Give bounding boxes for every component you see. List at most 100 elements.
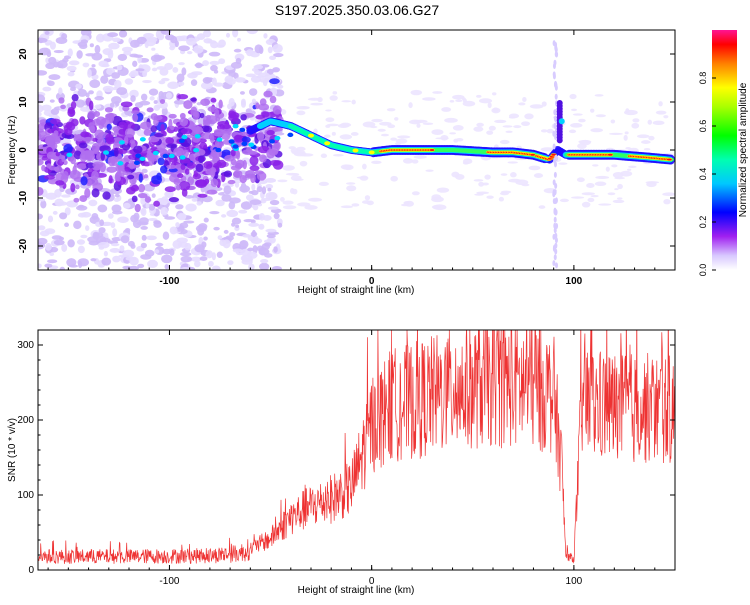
noise-speckle — [500, 190, 512, 194]
noise-speckle — [304, 205, 318, 210]
spectral-blob — [272, 105, 282, 115]
noise-speckle — [431, 129, 444, 135]
noise-speckle — [268, 192, 278, 200]
noise-speckle — [190, 256, 202, 262]
noise-speckle — [413, 119, 428, 123]
spectral-blob — [103, 150, 110, 155]
noise-speckle — [614, 188, 619, 191]
noise-speckle — [89, 43, 94, 48]
spectral-blob — [177, 94, 189, 100]
spectral-blob — [138, 173, 143, 183]
ridge-core — [666, 158, 672, 161]
noise-speckle — [216, 44, 225, 48]
noise-speckle — [94, 44, 101, 54]
noise-speckle — [38, 237, 48, 245]
spectral-blob — [203, 161, 213, 169]
noise-speckle — [39, 230, 50, 237]
noise-speckle — [478, 181, 485, 187]
noise-speckle — [612, 172, 624, 178]
noise-speckle — [112, 37, 121, 43]
noise-speckle — [342, 164, 354, 171]
noise-speckle — [628, 165, 637, 169]
noise-speckle — [164, 264, 169, 270]
noise-speckle — [369, 125, 378, 129]
noise-speckle — [102, 221, 113, 226]
spectral-blob — [241, 141, 248, 147]
noise-speckle — [325, 117, 335, 123]
noise-speckle — [652, 120, 665, 126]
colorbar-ticks: 0.0 0.2 0.4 0.6 0.8 — [698, 72, 716, 276]
noise-speckle — [269, 199, 280, 206]
spectral-blob — [60, 104, 66, 110]
snr-x-label: Height of straight line (km) — [298, 585, 415, 596]
noise-speckle — [226, 209, 239, 218]
x-tick-label: 0 — [369, 576, 375, 587]
noise-speckle — [101, 257, 112, 266]
noise-speckle — [170, 35, 178, 44]
noise-speckle — [70, 87, 76, 92]
noise-speckle — [64, 207, 71, 216]
noise-speckle — [75, 83, 82, 89]
noise-speckle — [155, 242, 164, 247]
noise-speckle — [325, 124, 331, 128]
spectral-blob — [216, 159, 227, 169]
spectral-blob — [199, 112, 205, 119]
noise-speckle — [122, 249, 135, 258]
noise-speckle — [88, 199, 98, 207]
noise-speckle — [59, 266, 65, 270]
noise-speckle — [292, 188, 298, 195]
spectral-blob — [224, 154, 235, 162]
noise-speckle — [449, 100, 455, 103]
noise-speckle — [411, 159, 419, 164]
noise-speckle — [608, 132, 623, 135]
noise-speckle — [276, 84, 284, 89]
spectral-blob — [269, 139, 276, 144]
noise-speckle — [265, 183, 274, 189]
noise-speckle — [123, 202, 131, 209]
noise-speckle — [76, 239, 86, 245]
spectral-blob — [183, 100, 193, 110]
spike-noise — [554, 237, 558, 244]
noise-speckle — [246, 30, 258, 35]
y-tick-label: 100 — [17, 490, 34, 501]
noise-speckle — [153, 220, 161, 225]
spectral-blob — [177, 173, 184, 179]
y-tick-label: 0 — [18, 147, 29, 153]
spectral-blob — [131, 110, 140, 115]
noise-speckle — [570, 123, 583, 128]
noise-speckle — [97, 204, 108, 213]
noise-speckle — [272, 67, 281, 73]
spike-noise — [552, 179, 556, 186]
spectral-blob — [169, 173, 179, 183]
spectral-blob — [249, 165, 260, 172]
noise-speckle — [250, 75, 262, 83]
noise-speckle — [140, 209, 146, 215]
spectral-blob — [176, 132, 184, 138]
noise-speckle — [196, 33, 206, 41]
noise-speckle — [590, 194, 599, 198]
noise-speckle — [285, 172, 299, 176]
noise-speckle — [568, 129, 577, 134]
y-tick-label: 0 — [28, 565, 34, 576]
noise-speckle — [320, 153, 328, 159]
noise-speckle — [499, 139, 510, 145]
spectral-blob — [186, 162, 196, 169]
spike-noise — [553, 81, 557, 88]
spectral-blob — [50, 118, 61, 125]
spectral-blob — [250, 173, 256, 184]
noise-speckle — [80, 234, 88, 239]
noise-speckle — [339, 134, 353, 140]
noise-speckle — [45, 242, 52, 251]
noise-speckle — [77, 212, 87, 218]
spike-noise — [553, 207, 557, 214]
spectral-blob — [195, 179, 208, 187]
noise-speckle — [240, 201, 252, 210]
noise-speckle — [227, 260, 234, 266]
noise-speckle — [103, 250, 108, 257]
y-tick-label: -20 — [18, 238, 29, 253]
noise-speckle — [558, 162, 568, 165]
noise-speckle — [136, 129, 146, 137]
spectral-blob — [53, 130, 59, 137]
noise-speckle — [66, 65, 77, 72]
noise-speckle — [151, 67, 158, 72]
